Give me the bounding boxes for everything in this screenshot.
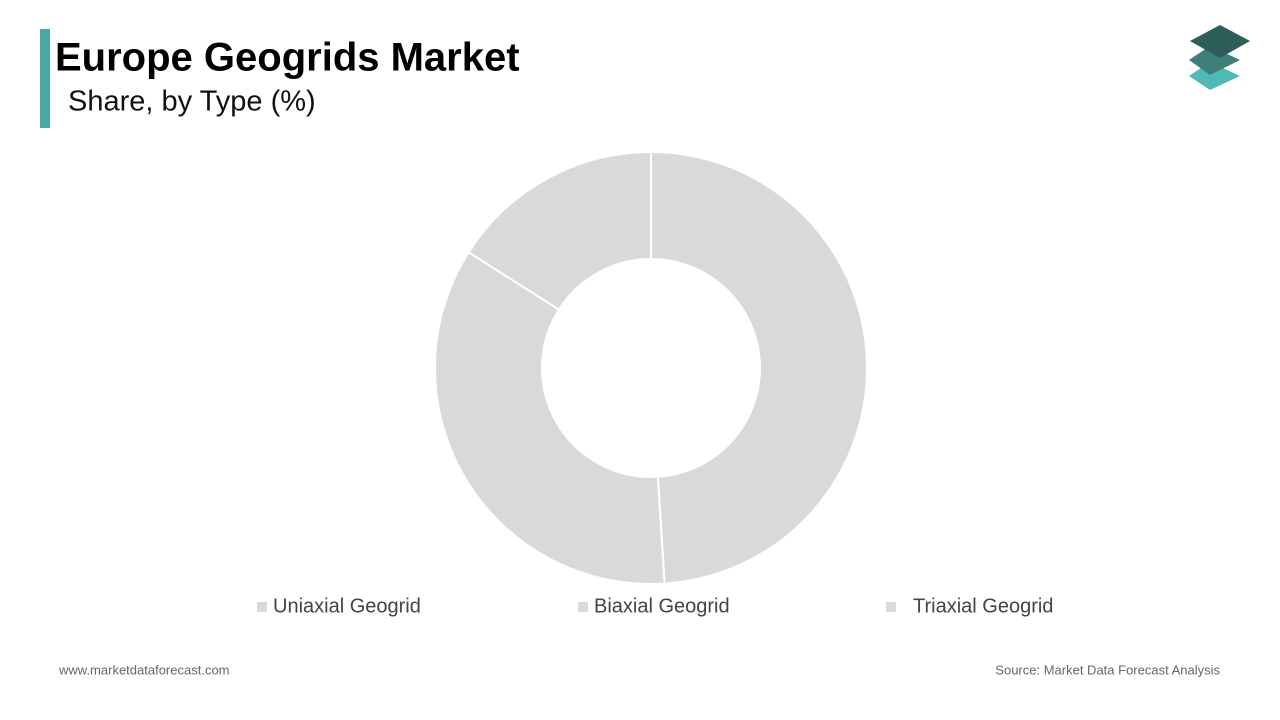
legend-label: Triaxial Geogrid (913, 595, 1053, 617)
donut-segment (434, 250, 666, 585)
chart-title: Europe Geogrids Market (55, 36, 520, 80)
title-accent (40, 29, 50, 128)
donut-segment (650, 150, 869, 585)
legend-marker (257, 602, 267, 612)
legend-label: Uniaxial Geogrid (273, 595, 421, 617)
chart-subtitle: Share, by Type (%) (68, 86, 316, 118)
footer-website: www.marketdataforecast.com (58, 662, 230, 677)
legend-marker (578, 602, 588, 612)
legend-label: Biaxial Geogrid (594, 595, 730, 617)
legend-marker (886, 602, 896, 612)
logo (1189, 25, 1250, 90)
donut-segment (467, 150, 652, 311)
footer-source: Source: Market Data Forecast Analysis (995, 662, 1220, 677)
